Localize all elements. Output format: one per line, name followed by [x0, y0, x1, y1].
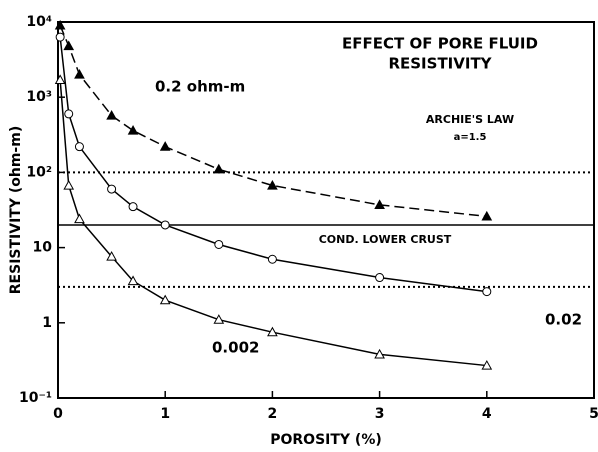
x-tick-label: 0: [53, 406, 63, 422]
annotation: a=1.5: [454, 132, 487, 143]
point: [213, 163, 225, 174]
y-tick-label: 1: [42, 315, 52, 331]
point: [63, 40, 75, 51]
point: [127, 125, 139, 135]
point: [106, 251, 117, 261]
plot-frame: [57, 21, 595, 399]
point: [481, 360, 493, 370]
point: [374, 199, 385, 209]
x-tick-label: 2: [268, 406, 278, 422]
point: [74, 142, 84, 152]
point: [106, 110, 117, 120]
x-tick-label: 5: [589, 406, 598, 422]
series-line: [59, 37, 487, 293]
point: [481, 210, 493, 221]
annotation: COND. LOWER CRUST: [319, 233, 452, 246]
y-axis-label: RESISTIVITY (ohm-m): [8, 126, 24, 294]
point: [64, 109, 74, 119]
y-tick-label: 10⁴: [26, 14, 52, 30]
chart-title: EFFECT OF PORE FLUID: [342, 35, 538, 53]
chart-title: RESISTIVITY: [388, 55, 492, 73]
series-line: [59, 25, 487, 218]
point: [159, 141, 171, 151]
point: [213, 314, 225, 324]
y-tick-label: 10⁻¹: [19, 390, 52, 406]
point: [55, 32, 65, 42]
y-tick-label: 10: [33, 240, 53, 256]
point: [214, 239, 224, 249]
y-tick-label: 10³: [26, 89, 52, 105]
point: [267, 179, 278, 190]
x-tick-label: 3: [375, 406, 385, 422]
point: [54, 19, 66, 30]
x-axis-label: POROSITY (%): [270, 432, 382, 448]
point: [375, 273, 385, 283]
y-tick-label: 10²: [26, 164, 52, 180]
point: [127, 275, 139, 286]
x-tick-label: 1: [160, 406, 170, 422]
point: [267, 254, 277, 264]
series-line: [59, 79, 487, 367]
point: [374, 348, 385, 359]
x-tick-label: 4: [482, 406, 492, 422]
point: [267, 326, 278, 337]
point: [74, 213, 85, 224]
point: [54, 74, 66, 84]
point: [482, 287, 492, 297]
series-label: 0.2 ohm-m: [155, 78, 245, 96]
point: [159, 294, 171, 305]
annotation: ARCHIE'S LAW: [426, 113, 514, 126]
point: [128, 202, 138, 212]
series-label: 0.02: [545, 311, 582, 329]
point: [107, 184, 117, 194]
point: [74, 69, 85, 79]
point: [160, 220, 170, 230]
series-label: 0.002: [212, 339, 259, 357]
point: [63, 179, 75, 190]
